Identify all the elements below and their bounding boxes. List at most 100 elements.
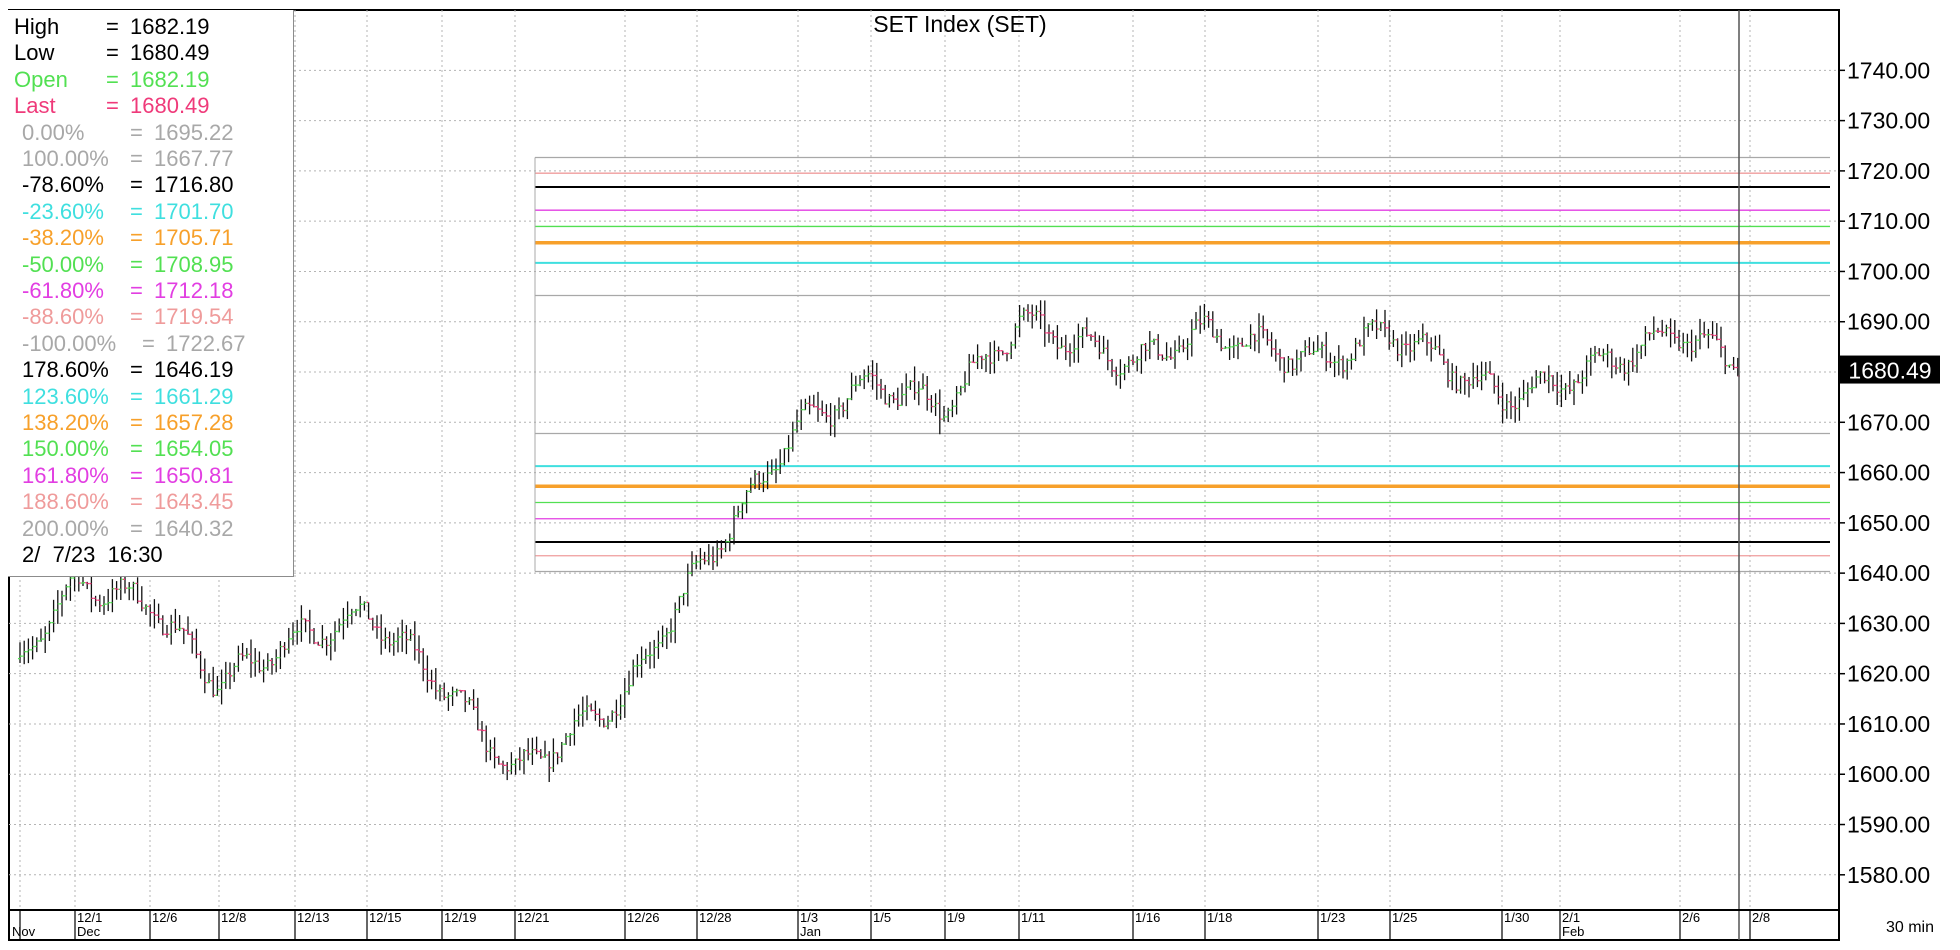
legend-row: -61.80% = 1712.18 [22, 278, 234, 304]
legend-row: Low = 1680.49 [14, 40, 210, 66]
legend-label: -38.20% [22, 225, 104, 251]
legend-label: 161.80% [22, 462, 109, 488]
legend-value: 1646.19 [154, 357, 234, 383]
x-tick-label: 12/28 [699, 910, 732, 925]
legend-label: 188.60% [22, 489, 109, 515]
legend-label: 138.20% [22, 410, 109, 435]
x-tick-label: 1/9 [947, 910, 965, 925]
y-tick-label: 1600.00 [1847, 761, 1930, 787]
legend-label: 123.60% [22, 383, 109, 409]
legend-row: 200.00% = 1640.32 [22, 515, 234, 542]
y-tick-label: 1630.00 [1847, 610, 1930, 636]
x-month-label: Jan [800, 924, 821, 939]
legend-separator: = [130, 172, 143, 198]
data-legend-panel: High = 1682.19 Low = 1680.49 Open = 1682.19 Last =… [8, 10, 294, 577]
legend-value: 1708.95 [154, 251, 234, 277]
legend-separator: = [106, 66, 119, 92]
legend-row: -23.60% = 1701.70 [22, 198, 234, 225]
y-tick-label: 1610.00 [1847, 711, 1930, 737]
legend-value: 1657.28 [154, 410, 234, 435]
legend-separator: = [130, 304, 143, 330]
legend-label: -23.60% [22, 198, 104, 224]
x-tick-label: 12/26 [627, 910, 660, 925]
y-tick-label: 1740.00 [1847, 57, 1930, 83]
y-tick-label: 1670.00 [1847, 409, 1930, 435]
legend-label: 200.00% [22, 515, 109, 541]
legend-value: 1643.45 [154, 489, 234, 515]
y-tick-label: 1720.00 [1847, 158, 1930, 184]
legend-value: 1667.77 [154, 146, 234, 171]
legend-label: Open [14, 66, 68, 92]
legend-row: 178.60% = 1646.19 [22, 357, 234, 383]
legend-separator: = [130, 198, 143, 224]
x-tick-label: 12/19 [444, 910, 477, 925]
legend-label: High [14, 14, 60, 39]
legend-value: 1654.05 [154, 436, 234, 462]
legend-separator: = [130, 357, 143, 383]
x-tick-label: 12/15 [369, 910, 402, 925]
legend-label: -61.80% [22, 278, 104, 303]
legend-row: 150.00% = 1654.05 [22, 436, 234, 462]
legend-label: -100.00% [22, 330, 117, 356]
legend-row: 188.60% = 1643.45 [22, 489, 234, 515]
legend-row: -78.60% = 1716.80 [22, 172, 234, 198]
x-tick-label: 1/25 [1392, 910, 1417, 925]
legend-label: 178.60% [22, 357, 109, 383]
legend-label: -78.60% [22, 172, 104, 198]
legend-separator: = [130, 410, 143, 435]
legend-label: 0.00% [22, 119, 85, 145]
legend-value: 1682.19 [130, 66, 210, 92]
legend-value: 1712.18 [154, 278, 234, 303]
x-tick-label: 2/6 [1682, 910, 1700, 925]
y-tick-label: 1700.00 [1847, 258, 1930, 284]
x-tick-label: Nov [12, 924, 36, 939]
legend-row: -100.00% = 1722.67 [22, 330, 246, 357]
legend-label: 150.00% [22, 436, 109, 462]
legend-row: 123.60% = 1661.29 [22, 383, 234, 410]
x-month-label: Feb [1562, 924, 1584, 939]
x-tick-label: 1/18 [1207, 910, 1232, 925]
legend-separator: = [130, 383, 143, 409]
x-tick-label: 1/23 [1320, 910, 1345, 925]
legend-value: 1680.49 [130, 93, 210, 119]
legend-value: 1716.80 [154, 172, 234, 198]
legend-separator: = [130, 225, 143, 251]
legend-label: Last [14, 93, 56, 119]
x-tick-label: 12/21 [517, 910, 550, 925]
plot-frame [8, 9, 1840, 941]
x-tick-label: 12/13 [297, 910, 330, 925]
y-tick-label: 1660.00 [1847, 460, 1930, 486]
x-tick-label: 2/8 [1752, 910, 1770, 925]
y-tick-label: 1590.00 [1847, 812, 1930, 838]
y-tick-label: 1620.00 [1847, 661, 1930, 687]
legend-row: 2/ 7/23 16:30 [22, 542, 163, 568]
legend-row: -50.00% = 1708.95 [22, 252, 234, 278]
legend-label: -88.60% [22, 304, 104, 330]
y-tick-label: 1580.00 [1847, 862, 1930, 888]
legend-separator: = [130, 515, 143, 541]
legend-value: 1640.32 [154, 515, 234, 541]
legend-row: Open = 1682.19 [14, 66, 210, 93]
legend-row: 138.20% = 1657.28 [22, 410, 234, 436]
x-tick-label: 1/5 [873, 910, 891, 925]
y-tick-label: 1640.00 [1847, 560, 1930, 586]
y-tick-label: 1690.00 [1847, 309, 1930, 335]
legend-row: High = 1682.19 [14, 14, 210, 40]
legend-separator: = [142, 330, 155, 356]
x-month-label: Dec [77, 924, 101, 939]
legend-separator: = [130, 146, 143, 171]
x-tick-label: 1/16 [1135, 910, 1160, 925]
price-bars [18, 300, 1740, 783]
chart-title: SET Index (SET) [873, 11, 1046, 37]
legend-separator: = [130, 251, 143, 277]
legend-separator: = [130, 119, 143, 145]
x-tick-label: 12/1 [77, 910, 102, 925]
last-value-box [1840, 355, 1940, 384]
legend-label: 2/ 7/23 16:30 [22, 542, 163, 567]
legend-value: 1705.71 [154, 225, 234, 251]
legend-separator: = [130, 489, 143, 515]
legend-row: 161.80% = 1650.81 [22, 462, 234, 489]
x-tick-label: 12/8 [221, 910, 246, 925]
y-tick-label: 1650.00 [1847, 510, 1930, 536]
legend-value: 1701.70 [154, 198, 234, 224]
